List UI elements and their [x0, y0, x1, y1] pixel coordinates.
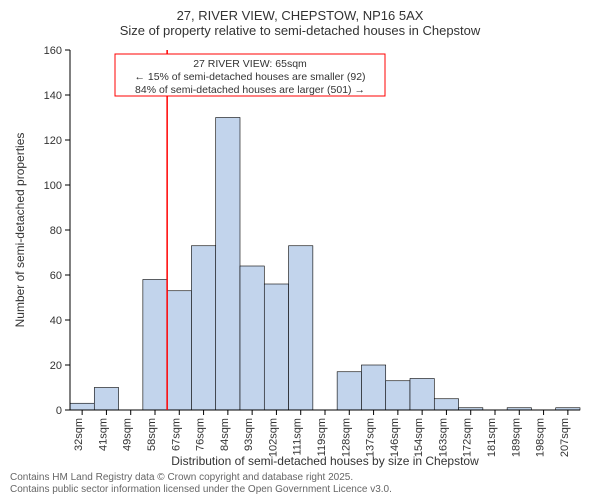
x-tick-label: 172sqm [462, 418, 474, 457]
histogram-bar [70, 403, 94, 410]
annotation-line: 84% of semi-detached houses are larger (… [135, 84, 365, 96]
x-tick-label: 102sqm [267, 418, 279, 457]
x-tick-label: 32sqm [73, 418, 85, 451]
histogram-bar [434, 399, 458, 410]
x-tick-label: 67sqm [170, 418, 182, 451]
y-tick-label: 60 [50, 270, 62, 282]
x-tick-label: 119sqm [316, 418, 328, 456]
y-axis-label: Number of semi-detached properties [13, 133, 27, 328]
y-tick-label: 120 [44, 135, 62, 147]
y-tick-label: 20 [50, 360, 62, 372]
histogram-bar [216, 118, 240, 411]
histogram-bar [386, 381, 410, 410]
x-axis-label: Distribution of semi-detached houses by … [171, 454, 479, 468]
histogram-bar [289, 246, 313, 410]
y-tick-label: 0 [56, 405, 62, 417]
histogram-bar [240, 266, 264, 410]
y-tick-label: 140 [44, 90, 62, 102]
x-tick-label: 189sqm [510, 418, 522, 457]
x-tick-label: 181sqm [486, 418, 498, 457]
x-tick-label: 198sqm [535, 418, 547, 457]
histogram-bar [264, 284, 288, 410]
x-tick-label: 111sqm [292, 418, 304, 456]
y-tick-label: 40 [50, 315, 62, 327]
x-tick-label: 41sqm [97, 418, 109, 451]
y-tick-label: 80 [50, 225, 62, 237]
histogram-bar [337, 372, 361, 410]
x-tick-label: 163sqm [437, 418, 449, 457]
x-tick-label: 84sqm [219, 418, 231, 451]
x-tick-label: 58sqm [146, 418, 158, 451]
histogram-bar [94, 388, 118, 411]
annotation-line: ← 15% of semi-detached houses are smalle… [134, 71, 365, 83]
histogram-chart: 0 20 40 60 80 100 120 140 160 32sqm 41sqm 49sqm 58sq… [0, 0, 600, 500]
x-tick-label: 207sqm [559, 418, 571, 457]
x-tick-label: 146sqm [389, 418, 401, 457]
histogram-bar [361, 365, 385, 410]
x-tick-label: 76sqm [195, 418, 207, 451]
histogram-bar [410, 379, 434, 411]
footer: Contains HM Land Registry data © Crown c… [10, 472, 590, 496]
histogram-bar [191, 246, 215, 410]
x-tick-label: 137sqm [365, 418, 377, 457]
y-tick-label: 100 [44, 180, 62, 192]
x-tick-label: 49sqm [122, 418, 134, 451]
footer-line-1: Contains HM Land Registry data © Crown c… [10, 472, 590, 484]
histogram-bar [143, 280, 167, 411]
y-tick-label: 160 [44, 45, 62, 57]
x-tick-label: 93sqm [243, 418, 255, 451]
x-tick-label: 128sqm [340, 418, 352, 457]
footer-line-2: Contains public sector information licen… [10, 484, 590, 496]
histogram-bar [167, 291, 191, 410]
x-tick-label: 154sqm [413, 418, 425, 457]
annotation-line: 27 RIVER VIEW: 65sqm [193, 58, 307, 70]
